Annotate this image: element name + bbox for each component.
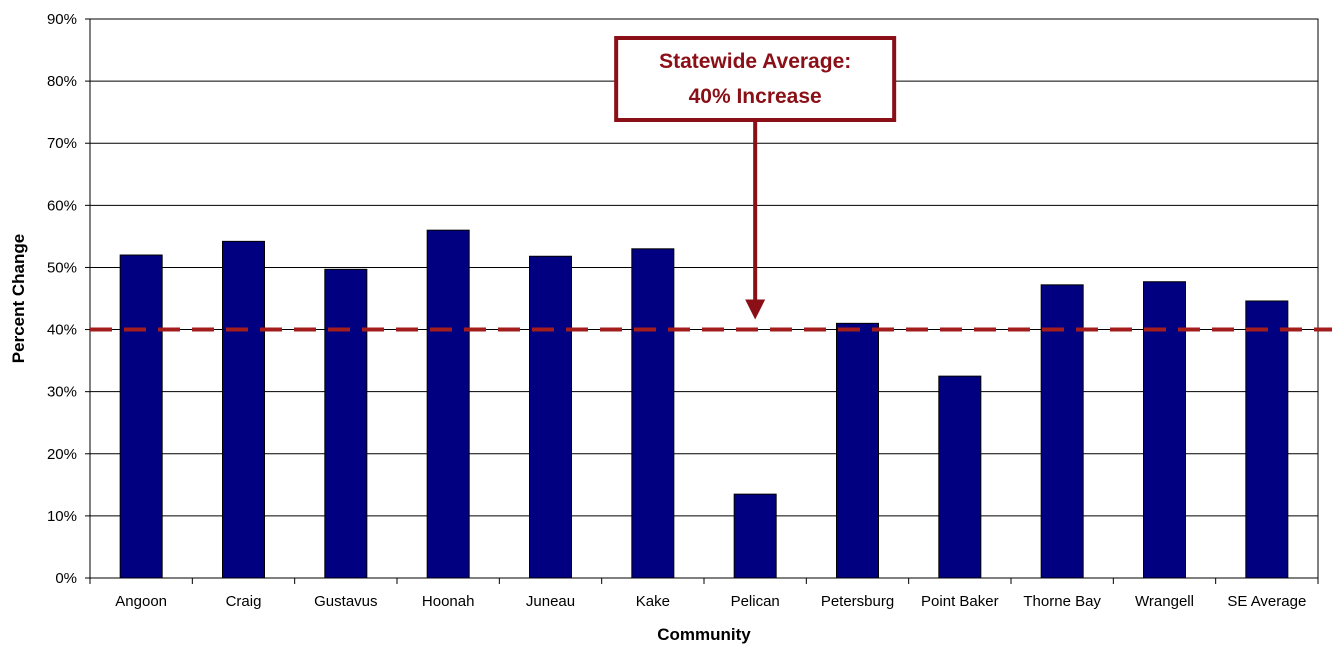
y-axis-ticks: 0% 10% 20% 30% 40% 50% 60% 70% 80% 90%	[47, 11, 90, 587]
x-tick-label: Point Baker	[921, 593, 999, 610]
x-tick-label: Thorne Bay	[1023, 593, 1101, 610]
x-tick-label: Gustavus	[314, 593, 377, 610]
bar	[733, 493, 777, 579]
bar	[529, 255, 572, 579]
x-tick-label: Juneau	[526, 593, 575, 610]
y-tick-label: 10%	[47, 508, 77, 525]
bar	[631, 248, 675, 579]
annotation-box	[614, 36, 897, 122]
y-tick-label: 60%	[47, 197, 77, 214]
x-tick-label: Hoonah	[422, 593, 475, 610]
y-axis-label: Percent Change	[9, 234, 28, 363]
annotation-line-2: 40% Increase	[689, 85, 822, 108]
x-tick-label: Angoon	[115, 593, 167, 610]
bar	[1245, 300, 1289, 579]
x-tick-label: Pelican	[731, 593, 780, 610]
y-tick-label: 0%	[55, 570, 77, 587]
x-tick-label: Petersburg	[821, 593, 894, 610]
annotation-arrowhead	[745, 299, 766, 320]
bar	[836, 322, 879, 579]
x-tick-label: Kake	[636, 593, 670, 610]
x-tick-label: Craig	[226, 593, 262, 610]
y-tick-label: 80%	[47, 73, 77, 90]
y-tick-label: 30%	[47, 384, 77, 401]
x-tick-label: Wrangell	[1135, 593, 1194, 610]
x-axis-ticks: Angoon Craig Gustavus Hoonah Juneau Kake Pelic…	[89, 578, 1319, 610]
bar	[426, 229, 470, 579]
bar	[119, 254, 163, 579]
y-tick-label: 50%	[47, 259, 77, 276]
bar	[222, 240, 265, 579]
y-tick-label: 40%	[47, 322, 77, 339]
bar	[1143, 281, 1186, 579]
bar	[1040, 284, 1084, 579]
annotation-line-1: Statewide Average:	[659, 50, 851, 73]
bars	[119, 229, 1289, 579]
y-tick-label: 20%	[47, 446, 77, 463]
x-tick-label: SE Average	[1227, 593, 1306, 610]
y-tick-label: 90%	[47, 11, 77, 28]
annotation-callout: Statewide Average: 40% Increase	[614, 36, 897, 320]
x-axis-label: Community	[657, 625, 751, 644]
y-tick-label: 70%	[47, 135, 77, 152]
bar	[938, 375, 982, 579]
bar	[324, 268, 368, 579]
